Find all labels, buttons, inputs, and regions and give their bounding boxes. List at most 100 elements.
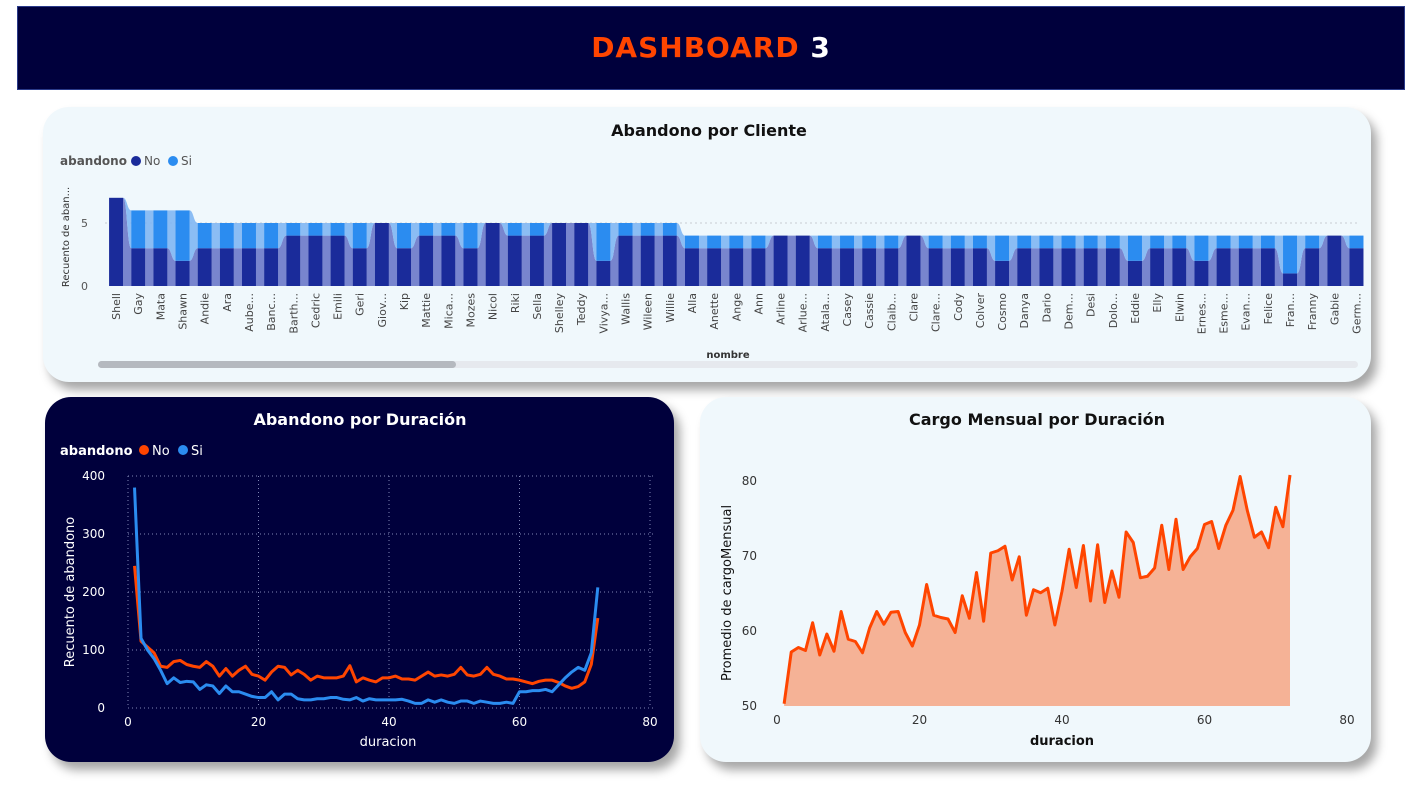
x-tick-label: 80: [1339, 713, 1354, 727]
ribbon-no: [1297, 248, 1306, 286]
x-tick-label: Clare...: [930, 293, 943, 332]
x-tick-label: 60: [512, 715, 527, 729]
bar-no: [795, 235, 810, 286]
ribbon-no: [477, 223, 486, 286]
ribbon-si: [1141, 235, 1151, 261]
chart-title: Abandono por Cliente: [611, 121, 807, 140]
ribbon-no: [1252, 248, 1261, 286]
ribbon-si: [300, 223, 309, 236]
y-tick-label: 50: [742, 699, 757, 713]
ribbon-no: [543, 223, 553, 286]
y-tick-label: 60: [742, 624, 757, 638]
bar-no: [618, 235, 633, 286]
bar-si: [817, 235, 832, 249]
legend-entry-no[interactable]: No: [152, 444, 170, 459]
legend-marker-no: [139, 445, 149, 455]
bar-si: [1039, 235, 1054, 249]
legend-entry-si[interactable]: Si: [191, 444, 203, 459]
bar-no: [1283, 273, 1298, 286]
bar-no: [751, 248, 766, 286]
x-tick-label: Esme...: [1218, 293, 1231, 334]
bar-no: [1061, 248, 1076, 286]
ribbon-no: [344, 235, 353, 286]
bar-no: [397, 248, 412, 286]
bar-no: [1305, 248, 1320, 286]
x-tick-label: Arlue...: [797, 293, 810, 332]
ribbon-no: [1075, 248, 1084, 286]
bar-si: [463, 223, 478, 249]
card-abandono-por-duracion: Abandono por Duración abandono No Si Rec…: [45, 397, 674, 762]
bar-si: [950, 235, 965, 249]
ribbon-si: [743, 235, 752, 249]
ribbon-no: [255, 248, 265, 286]
bar-si: [1283, 235, 1298, 274]
x-tick-label: Felice: [1262, 293, 1275, 325]
ribbon-si: [1319, 235, 1328, 249]
bar-no: [707, 248, 722, 286]
x-tick-label: Barth...: [287, 293, 300, 334]
x-tick-label: Ernes...: [1195, 293, 1208, 334]
ribbon-si: [920, 235, 929, 249]
ribbon-si: [1208, 235, 1217, 261]
ribbon-no: [1274, 248, 1284, 286]
x-tick-label: Mica...: [442, 293, 455, 329]
ribbon-si: [898, 235, 907, 249]
ribbon-si: [964, 235, 973, 249]
x-tick-label: 20: [912, 713, 927, 727]
x-tick-label: 0: [124, 715, 132, 729]
ribbon-si: [809, 235, 818, 249]
x-tick-label: Alla: [686, 293, 699, 313]
scrollbar-thumb[interactable]: [98, 361, 456, 368]
y-axis-label: Recuento de aban...: [61, 187, 72, 287]
bar-no: [906, 235, 921, 286]
ribbon-no: [920, 235, 929, 286]
x-tick-label: Claib...: [885, 293, 898, 331]
bar-si: [995, 235, 1010, 261]
bar-si: [175, 210, 190, 261]
bar-si: [1305, 235, 1320, 249]
bar-si: [840, 235, 855, 249]
ribbon-si: [1097, 235, 1106, 249]
ribbon-si: [1031, 235, 1040, 249]
ribbon-no: [566, 223, 575, 286]
ribbon-si: [344, 223, 353, 249]
ribbon-no: [676, 235, 685, 286]
ribbon-no: [721, 248, 730, 286]
x-tick-label: Clare: [907, 293, 920, 322]
bar-no: [684, 248, 699, 286]
ribbon-no: [1053, 248, 1062, 286]
ribbon-no: [521, 235, 530, 286]
y-tick-label: 0: [97, 701, 105, 715]
legend-entry-si[interactable]: Si: [181, 154, 192, 168]
ribbon-no: [854, 248, 863, 286]
ribbon-si: [854, 235, 863, 249]
bar-si: [1194, 235, 1209, 261]
ribbon-si: [765, 235, 774, 249]
series-line: [782, 474, 1292, 704]
legend-entry-no[interactable]: No: [144, 154, 160, 168]
ribbon-no: [831, 248, 841, 286]
legend-title: abandono: [60, 154, 127, 168]
x-tick-label: Emili: [332, 293, 345, 320]
legend-marker-si: [168, 156, 178, 166]
bar-no: [1127, 260, 1142, 286]
ribbon-no: [610, 235, 619, 286]
ribbon-si: [145, 210, 154, 249]
bar-si: [241, 223, 256, 249]
bar-no: [175, 260, 190, 286]
bar-no: [153, 248, 168, 286]
ribbon-no: [499, 223, 508, 286]
ribbon-si: [322, 223, 331, 236]
bar-si: [662, 223, 677, 236]
ribbon-no: [986, 248, 996, 286]
bar-si: [596, 223, 611, 261]
x-tick-label: Dario: [1040, 293, 1053, 323]
ribbon-si: [610, 223, 619, 261]
ribbon-no: [1341, 235, 1350, 286]
bar-si: [308, 223, 323, 236]
chart-abandono-por-cliente: Abandono por Cliente abandono No Si Recu…: [60, 121, 1364, 368]
bar-no: [286, 235, 301, 286]
x-tick-label: Colver: [974, 293, 987, 329]
bar-si: [197, 223, 212, 249]
bar-no: [1349, 248, 1364, 286]
